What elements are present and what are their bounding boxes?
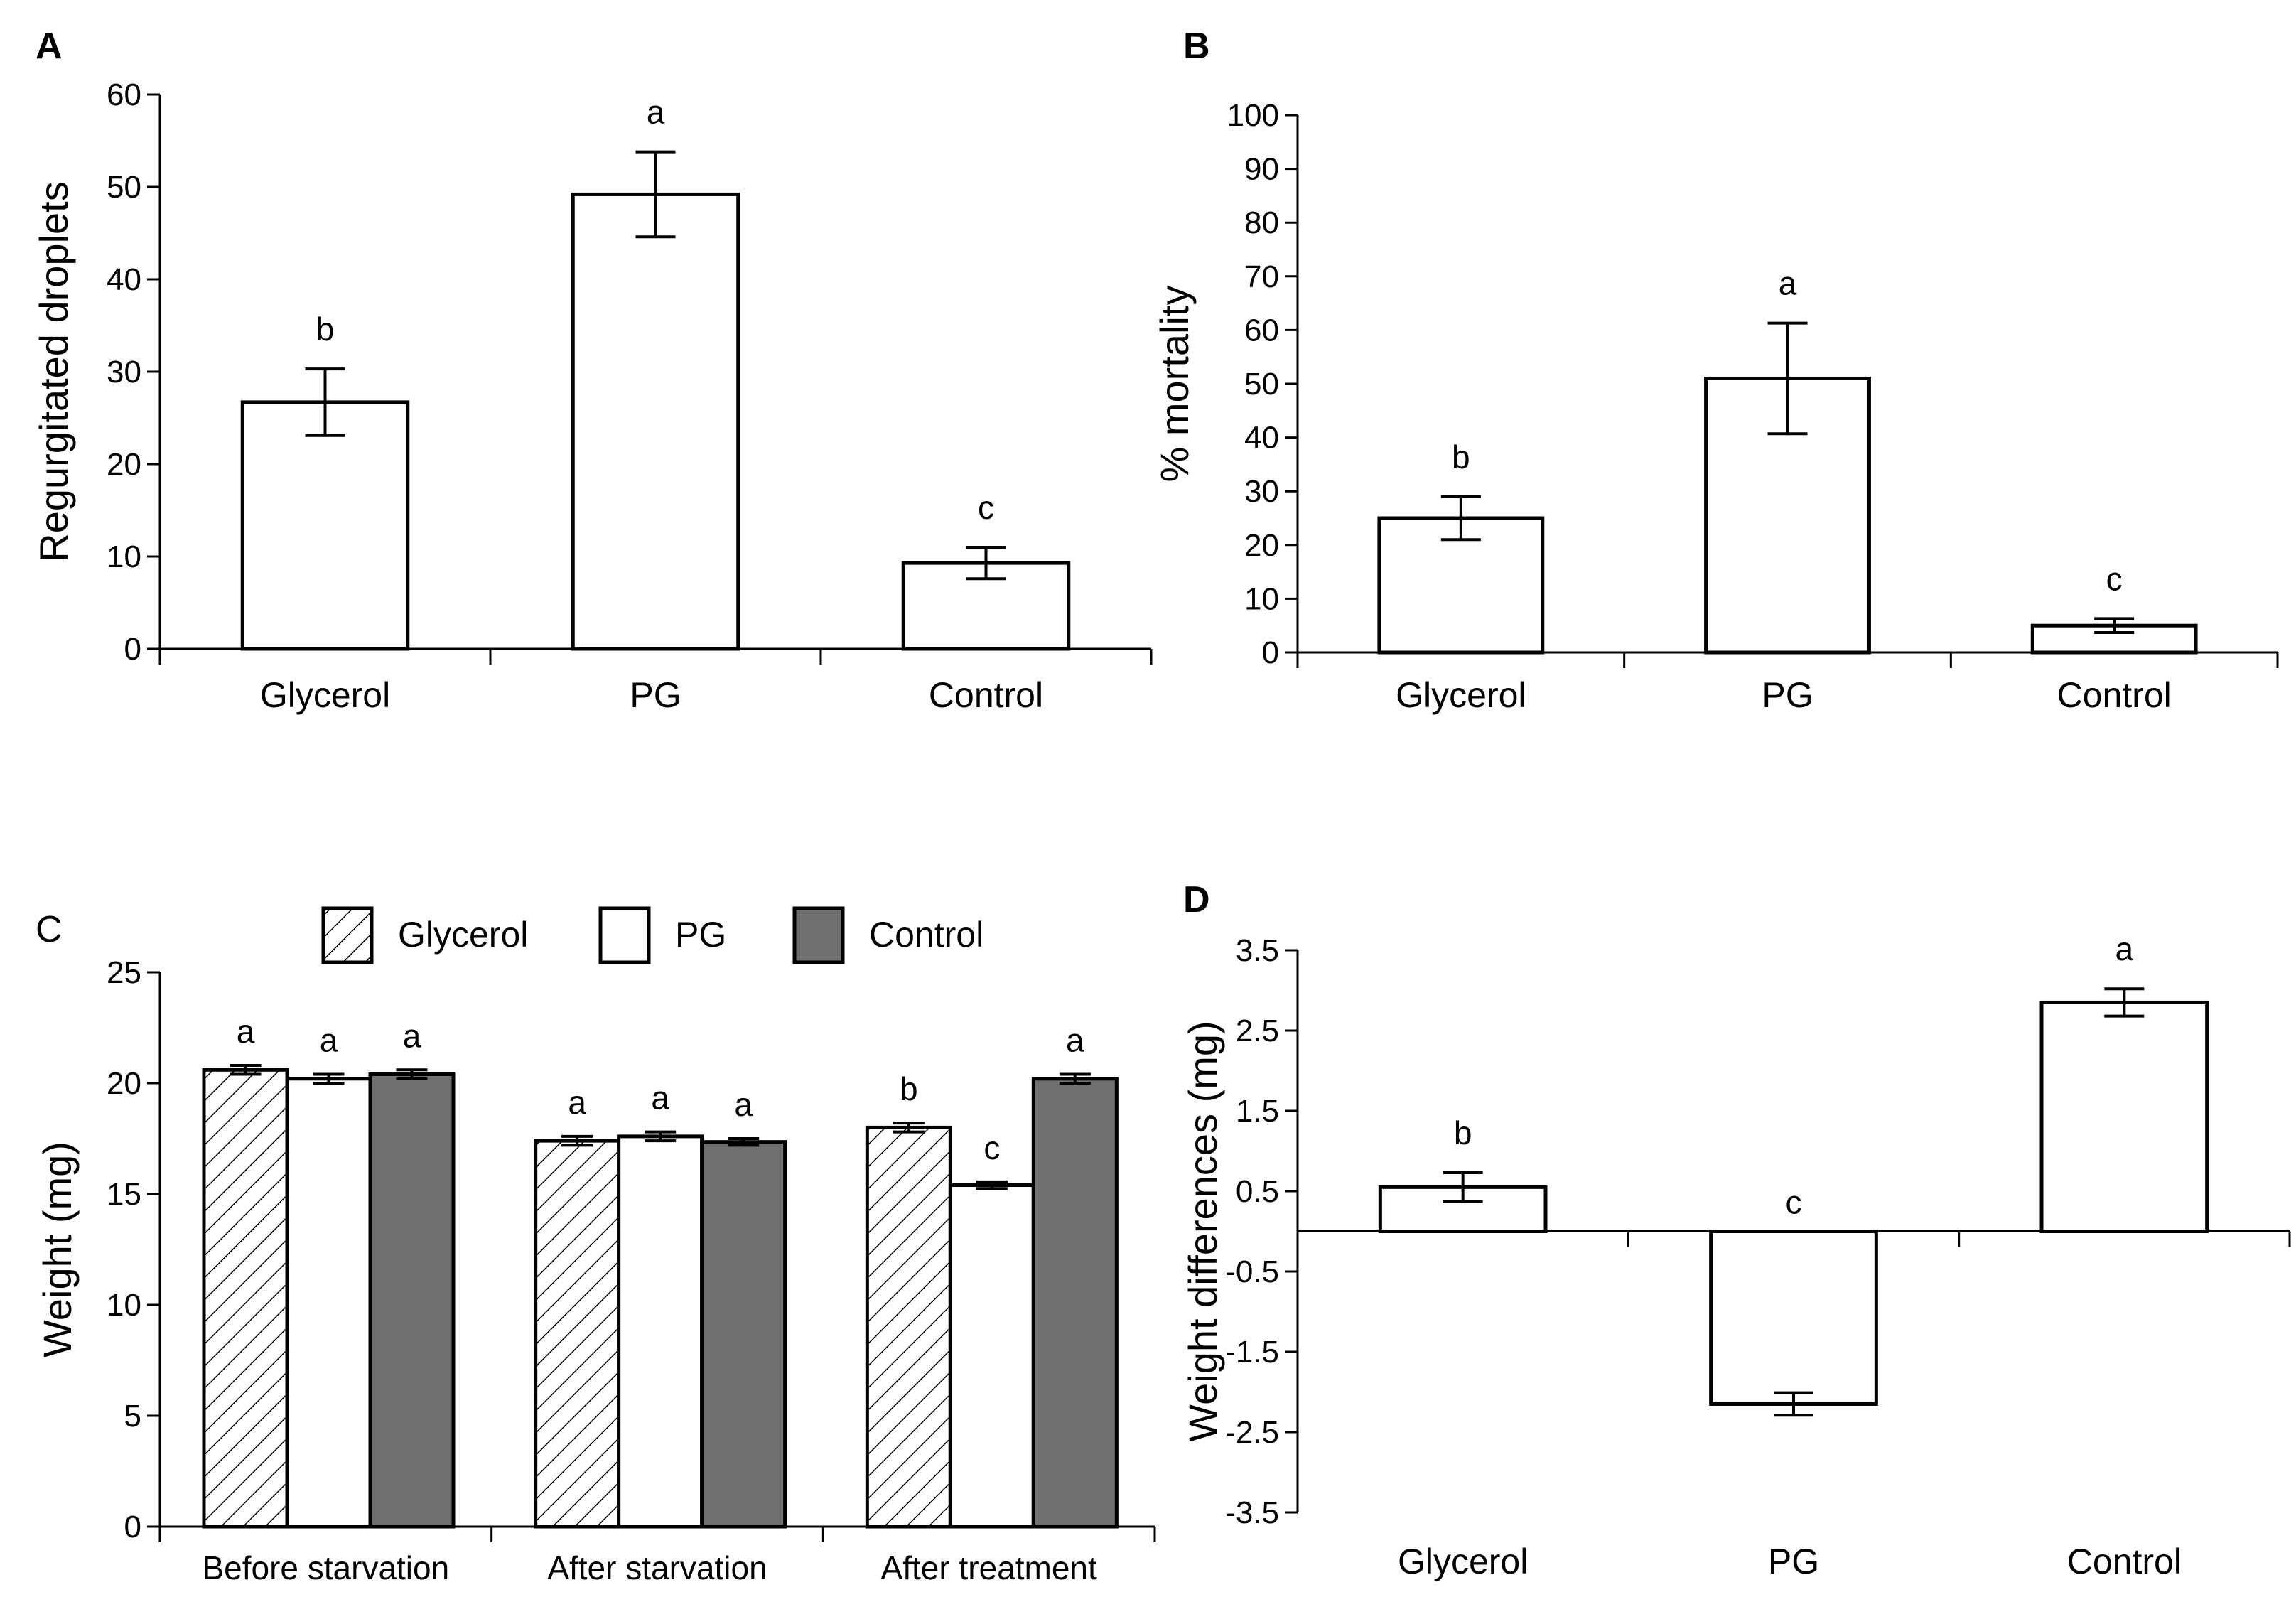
x-tick-label: PG (630, 675, 681, 715)
x-tick-label: Glycerol (1396, 675, 1526, 715)
y-tick-label: 0 (124, 1510, 141, 1544)
y-tick-label: 3.5 (1236, 933, 1279, 968)
y-tick-label: 60 (107, 77, 141, 112)
y-tick-label: 60 (1244, 313, 1279, 348)
y-tick-label: 10 (107, 539, 141, 574)
y-tick-label: 30 (1244, 474, 1279, 509)
y-tick-label: 10 (107, 1288, 141, 1323)
y-tick-label: 1.5 (1236, 1094, 1279, 1129)
legend-label-pg: PG (675, 915, 726, 955)
y-tick-label: -1.5 (1225, 1335, 1279, 1370)
x-tick-label: Control (2057, 675, 2172, 715)
y-tick-label: 20 (1244, 528, 1279, 563)
bar-pg (1709, 1230, 1878, 1406)
significance-letter: a (320, 1022, 338, 1059)
significance-letter: a (734, 1086, 753, 1123)
y-tick-label: 0 (124, 632, 141, 667)
panel-b-chart: 0 10 20 30 40 50 60 70 80 90 100 b Glycerol a PG c Contr… (1152, 98, 2279, 715)
legend-label-control: Control (869, 915, 983, 955)
y-axis-label: Regurgitated droplets (31, 181, 76, 561)
y-tick-label: 50 (107, 170, 141, 205)
y-tick-label: -2.5 (1225, 1415, 1279, 1450)
x-tick-label: After starvation (547, 1549, 767, 1586)
y-tick-label: 80 (1244, 205, 1279, 240)
bar-pg (285, 1077, 372, 1529)
panel-label-b: B (1183, 26, 1210, 67)
y-tick-label: 40 (107, 262, 141, 297)
x-tick-label: Control (2067, 1542, 2182, 1581)
y-axis-label: % mortality (1152, 286, 1197, 483)
bar-control (1031, 1077, 1119, 1529)
legend-label-glycerol: Glycerol (398, 915, 528, 955)
panel-d-chart: 3.5 2.5 1.5 0.5 -0.5 -1.5 -2.5 -3.5 b Glycerol c PG… (1180, 930, 2291, 1581)
significance-letter: b (1454, 1114, 1472, 1151)
y-tick-label: 50 (1244, 367, 1279, 402)
y-tick-label: 100 (1227, 98, 1279, 133)
significance-letter: b (316, 311, 335, 348)
y-tick-label: 0 (1262, 635, 1279, 670)
significance-letter: c (978, 489, 994, 526)
bar-pg (948, 1183, 1035, 1529)
bar-control (2039, 1000, 2209, 1233)
significance-letter: c (983, 1129, 1000, 1166)
y-axis-label: Weight (mg) (35, 1141, 80, 1357)
significance-letter: c (1786, 1184, 1802, 1221)
x-tick-label: Glycerol (260, 675, 390, 715)
panel-label-a: A (36, 26, 63, 67)
y-axis-label: Weight differences (mg) (1180, 1021, 1225, 1441)
bar-control (368, 1072, 456, 1529)
x-tick-label: After treatment (881, 1549, 1097, 1586)
significance-letter: a (237, 1013, 255, 1050)
y-tick-label: 10 (1244, 581, 1279, 616)
significance-letter: a (1066, 1022, 1084, 1059)
y-tick-label: 40 (1244, 421, 1279, 456)
bar-pg (617, 1134, 704, 1529)
bar-pg (571, 192, 740, 651)
significance-letter: a (2116, 930, 2134, 967)
panel-label-c: C (36, 909, 63, 950)
significance-letter: a (1779, 265, 1797, 302)
significance-letter: a (651, 1080, 669, 1117)
y-tick-label: 30 (107, 355, 141, 389)
panel-label-d: D (1183, 879, 1210, 920)
significance-letter: b (1452, 439, 1470, 475)
y-tick-label: 25 (107, 955, 141, 990)
significance-letter: c (2106, 560, 2123, 597)
y-tick-label: -3.5 (1225, 1495, 1279, 1530)
bar-glycerol (865, 1125, 952, 1529)
bar-glycerol (240, 400, 410, 651)
bar-control (700, 1140, 787, 1529)
legend-swatch-glycerol (321, 906, 374, 964)
y-tick-label: 90 (1244, 152, 1279, 187)
legend-swatch-pg (598, 906, 651, 964)
y-tick-label: 0.5 (1236, 1174, 1279, 1209)
legend-swatch-control (792, 906, 845, 964)
x-tick-label: Before starvation (202, 1549, 449, 1586)
significance-letter: b (900, 1070, 918, 1107)
significance-letter: a (568, 1084, 586, 1121)
y-tick-label: 20 (107, 447, 141, 482)
panel-a-chart: 0 10 20 30 40 50 60 b Glycerol a PG c Control Regurgi… (31, 77, 1153, 715)
bar-glycerol (534, 1139, 621, 1529)
y-tick-label: 15 (107, 1177, 141, 1212)
y-tick-label: 20 (107, 1066, 141, 1101)
y-tick-label: 5 (124, 1399, 141, 1434)
x-tick-label: PG (1762, 675, 1813, 715)
x-tick-label: Control (929, 675, 1043, 715)
x-tick-label: PG (1768, 1542, 1819, 1581)
panel-c-chart: 0 5 10 15 20 25 a a a Before starvation a a a After s… (35, 906, 1156, 1586)
significance-letter: a (647, 94, 665, 131)
x-tick-label: Glycerol (1398, 1542, 1528, 1581)
significance-letter: a (403, 1017, 421, 1054)
y-tick-label: -0.5 (1225, 1254, 1279, 1289)
y-tick-label: 2.5 (1236, 1013, 1279, 1048)
bar-glycerol (202, 1068, 289, 1529)
y-tick-label: 70 (1244, 259, 1279, 294)
legend: Glycerol PG Control (321, 906, 983, 964)
